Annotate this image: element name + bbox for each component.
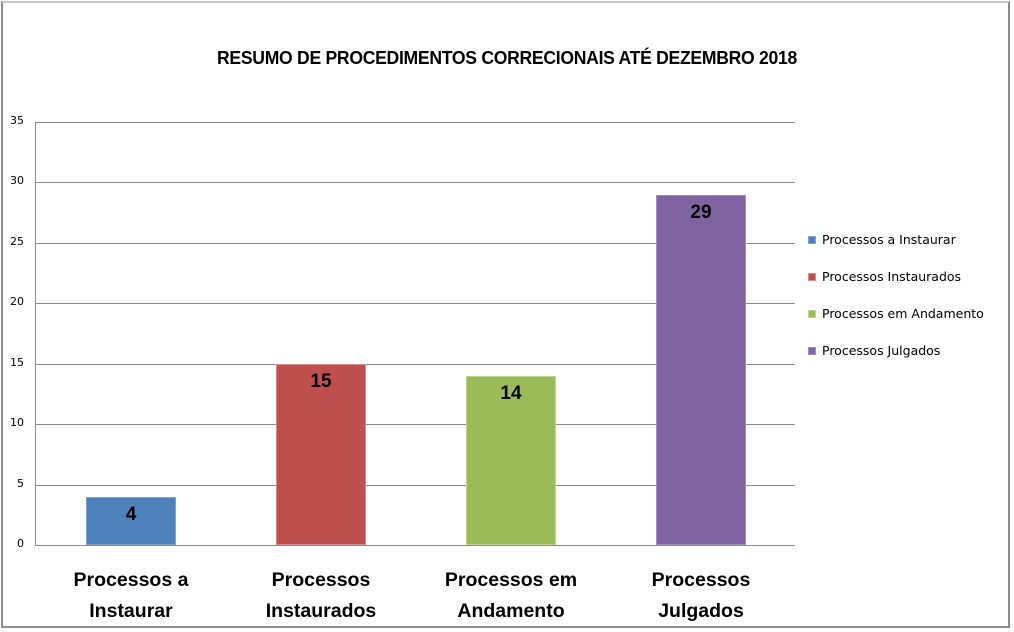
x-tick-label-line: Instaurados — [265, 600, 377, 622]
gridline — [35, 122, 795, 123]
y-axis-line — [35, 122, 36, 546]
legend-label: Processos em Andamento — [822, 306, 984, 321]
x-tick-label-line: Andamento — [457, 600, 565, 622]
legend-swatch-icon — [808, 236, 816, 244]
y-tick-label: 5 — [17, 476, 24, 490]
x-tick-label: Processos em Andamento — [416, 565, 606, 627]
y-tick-label: 30 — [10, 174, 24, 188]
legend-item[interactable]: Processos Julgados — [808, 343, 984, 380]
legend-swatch-icon — [808, 310, 816, 318]
bar-processos-instaurados[interactable]: 15 — [276, 363, 366, 545]
x-tick-label: Processos Julgados — [606, 565, 796, 627]
legend-swatch-icon — [808, 347, 816, 355]
gridline — [35, 363, 795, 365]
y-tick-label: 20 — [10, 295, 24, 309]
x-tick-label-line: Processos em — [444, 569, 578, 591]
legend-swatch-icon — [808, 273, 816, 281]
data-label: 4 — [125, 503, 137, 525]
legend-item[interactable]: Processos Instaurados — [808, 269, 984, 306]
bar-processos-julgados[interactable]: 29 — [656, 194, 746, 545]
legend-label: Processos a Instaurar — [822, 232, 956, 247]
plot-area — [35, 122, 795, 546]
gridline — [35, 424, 795, 426]
data-label: 15 — [310, 370, 332, 392]
legend-item[interactable]: Processos a Instaurar — [808, 232, 984, 269]
x-tick-label-line: Instaurar — [89, 600, 173, 622]
x-tick-label: Processos a Instaurar — [36, 565, 226, 627]
y-tick-label: 10 — [10, 416, 24, 430]
x-tick-label-line: Processos — [651, 569, 751, 591]
gridline — [35, 242, 795, 244]
chart-title: RESUMO DE PROCEDIMENTOS CORRECIONAIS ATÉ… — [217, 47, 797, 68]
y-tick-label: 15 — [10, 355, 24, 369]
x-tick-label-line: Julgados — [658, 600, 744, 622]
y-tick-label: 25 — [10, 234, 24, 248]
x-tick-label: Processos Instaurados — [226, 565, 416, 627]
gridline — [35, 545, 795, 546]
data-label: 29 — [690, 201, 712, 223]
legend-label: Processos Julgados — [822, 343, 941, 358]
bar-processos-em-andamento[interactable]: 14 — [466, 375, 556, 545]
data-label: 14 — [500, 382, 522, 404]
y-tick-label: 0 — [17, 537, 24, 550]
gridline — [35, 484, 795, 486]
y-tick-label: 35 — [10, 114, 24, 127]
gridline — [35, 303, 795, 305]
legend-item[interactable]: Processos em Andamento — [808, 306, 984, 343]
x-tick-label-line: Processos a — [73, 569, 189, 591]
x-tick-label-line: Processos — [271, 569, 371, 591]
gridline — [35, 182, 795, 184]
legend: Processos a Instaurar Processos Instaurad… — [808, 232, 984, 380]
bar-processos-a-instaurar[interactable]: 4 — [86, 496, 176, 545]
legend-label: Processos Instaurados — [822, 269, 962, 284]
